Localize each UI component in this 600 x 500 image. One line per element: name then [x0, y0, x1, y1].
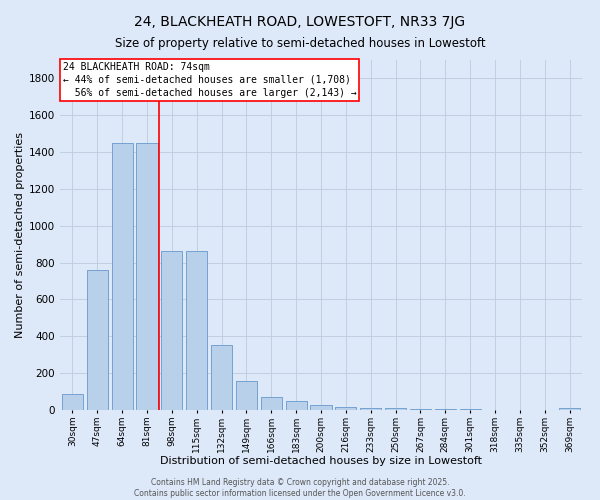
Bar	[62, 394, 83, 410]
Bar	[335, 406, 356, 410]
Y-axis label: Number of semi-detached properties: Number of semi-detached properties	[15, 132, 25, 338]
Text: 24, BLACKHEATH ROAD, LOWESTOFT, NR33 7JG: 24, BLACKHEATH ROAD, LOWESTOFT, NR33 7JG	[134, 15, 466, 29]
Bar	[559, 408, 580, 410]
Bar	[410, 408, 431, 410]
Bar	[385, 408, 406, 410]
Bar	[87, 270, 108, 410]
Bar	[236, 382, 257, 410]
Bar	[360, 408, 381, 410]
Bar	[435, 408, 456, 410]
Bar	[186, 251, 207, 410]
Bar	[112, 143, 133, 410]
Bar	[460, 408, 481, 410]
Bar	[261, 397, 282, 410]
Text: Size of property relative to semi-detached houses in Lowestoft: Size of property relative to semi-detach…	[115, 38, 485, 51]
Text: Contains HM Land Registry data © Crown copyright and database right 2025.
Contai: Contains HM Land Registry data © Crown c…	[134, 478, 466, 498]
Bar	[136, 143, 158, 410]
Bar	[211, 344, 232, 410]
X-axis label: Distribution of semi-detached houses by size in Lowestoft: Distribution of semi-detached houses by …	[160, 456, 482, 466]
Text: 24 BLACKHEATH ROAD: 74sqm
← 44% of semi-detached houses are smaller (1,708)
  56: 24 BLACKHEATH ROAD: 74sqm ← 44% of semi-…	[62, 62, 356, 98]
Bar	[161, 251, 182, 410]
Bar	[286, 401, 307, 410]
Bar	[310, 406, 332, 410]
